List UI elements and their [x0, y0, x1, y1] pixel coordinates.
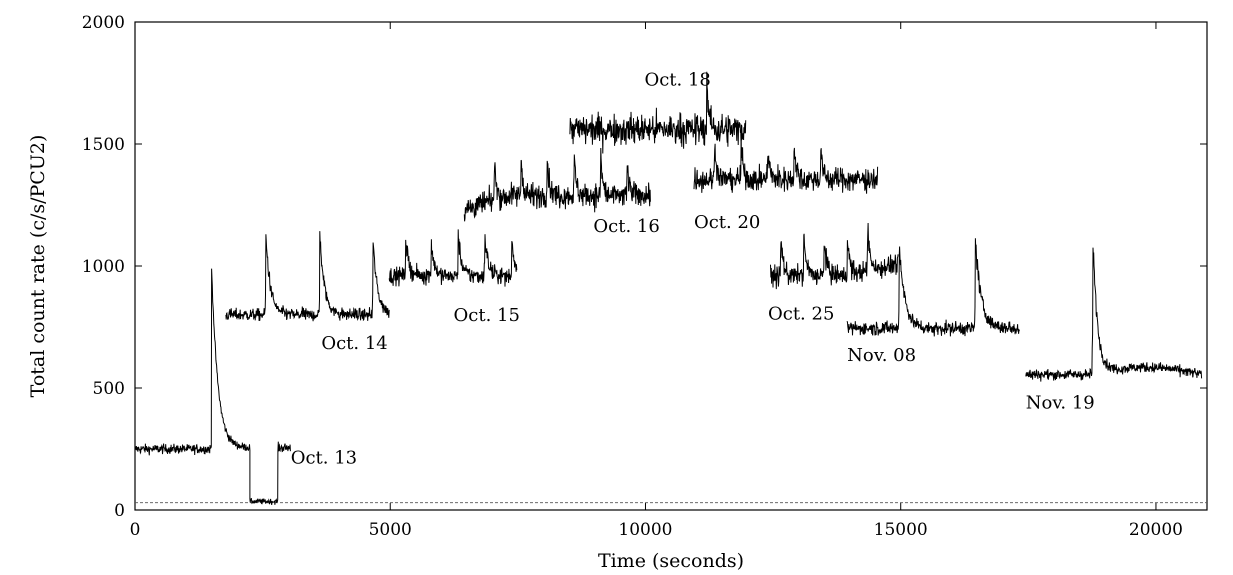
y-tick-label: 1000: [82, 257, 125, 277]
y-tick-label: 500: [93, 379, 125, 399]
label-oct-20: Oct. 20: [694, 212, 760, 233]
y-tick-label: 1500: [82, 135, 125, 155]
x-tick-label: 5000: [369, 520, 412, 540]
trace-oct-20: [693, 139, 879, 194]
x-tick-label: 15000: [874, 520, 928, 540]
axis-ticks: [134, 21, 1207, 511]
trace-oct-15: [388, 229, 518, 287]
label-oct-14: Oct. 14: [321, 333, 387, 354]
label-oct-15: Oct. 15: [454, 305, 520, 326]
x-tick-label: 10000: [618, 520, 672, 540]
y-tick-label: 0: [114, 501, 125, 521]
x-axis-title: Time (seconds): [598, 550, 744, 572]
label-oct-18: Oct. 18: [644, 69, 710, 90]
label-nov-19: Nov. 19: [1026, 393, 1095, 414]
y-tick-label: 2000: [82, 13, 125, 33]
label-oct-13: Oct. 13: [291, 448, 357, 469]
light-curve-traces: [134, 71, 1203, 505]
x-tick-label: 20000: [1129, 520, 1183, 540]
tick-labels: 0 5000 10000 15000 20000 0 500 1000 1500 2000: [82, 13, 1183, 540]
trace-oct-14: [225, 231, 390, 322]
y-axis-title: Total count rate (c/s/PCU2): [27, 135, 49, 398]
label-nov-08: Nov. 08: [847, 345, 916, 366]
label-oct-25: Oct. 25: [768, 304, 834, 325]
observation-labels: Oct. 13 Oct. 14 Oct. 15 Oct. 16 Oct. 18 Oct. …: [291, 69, 1095, 468]
plot-frame: [134, 21, 1208, 511]
x-tick-label: 0: [130, 520, 141, 540]
trace-oct-25: [770, 222, 899, 290]
trace-nov-19: [1025, 247, 1203, 382]
trace-oct-16: [463, 147, 651, 222]
trace-oct-18: [569, 71, 747, 154]
trace-nov-08: [846, 238, 1020, 337]
label-oct-16: Oct. 16: [593, 216, 659, 237]
trace-oct-13: [134, 268, 291, 505]
